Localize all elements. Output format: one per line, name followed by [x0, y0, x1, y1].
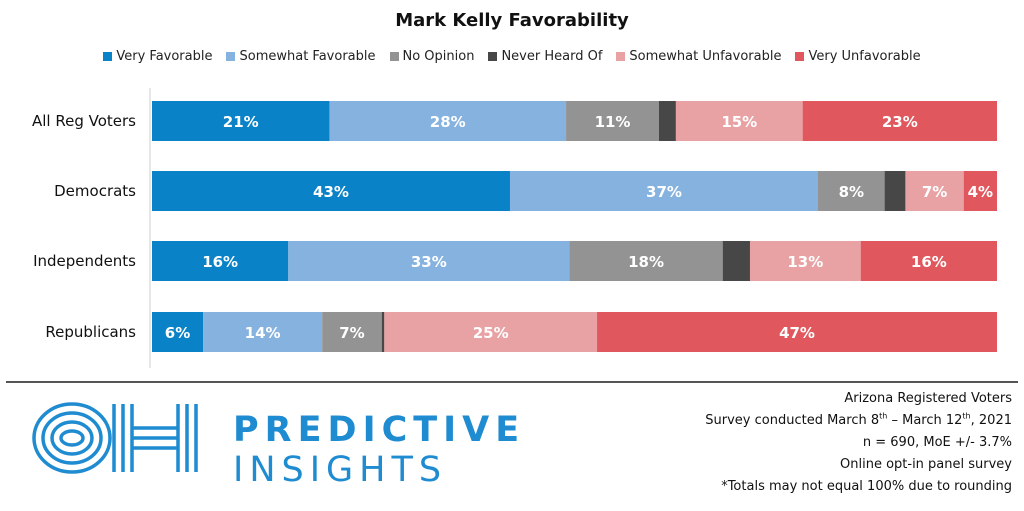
legend-item-very-favorable: Very Favorable — [103, 49, 212, 64]
data-label: 43% — [313, 183, 349, 201]
bar-segment — [152, 171, 510, 211]
notes-disclaimer: *Totals may not equal 100% due to roundi… — [721, 479, 1012, 494]
oh-logo-icon — [32, 402, 198, 474]
legend-swatch — [226, 52, 236, 61]
category-label: All Reg Voters — [32, 112, 136, 130]
data-label: 8% — [839, 183, 864, 201]
legend-label: Somewhat Unfavorable — [629, 49, 782, 64]
bar-segment — [802, 101, 997, 141]
legend-item-somewhat-favorable: Somewhat Favorable — [226, 49, 376, 64]
bar-segment — [884, 171, 906, 211]
data-label: 11% — [595, 113, 631, 131]
data-label: 37% — [646, 183, 682, 201]
legend-swatch — [488, 52, 498, 61]
legend-swatch — [616, 52, 626, 61]
bar-segment — [509, 171, 819, 211]
legend-label: Very Unfavorable — [808, 49, 921, 64]
legend-item-no-opinion: No Opinion — [389, 49, 475, 64]
bar-segment — [288, 241, 570, 281]
legend-label: Somewhat Favorable — [239, 49, 376, 64]
legend-label: No Opinion — [402, 49, 475, 64]
data-label: 13% — [787, 253, 823, 271]
bar-segment — [384, 312, 598, 352]
data-label: 33% — [411, 253, 447, 271]
notes-population: Arizona Registered Voters — [844, 391, 1012, 406]
bar-segment — [659, 101, 676, 141]
bar-segment — [860, 241, 997, 281]
data-label: 16% — [911, 253, 947, 271]
chart-legend: Very Favorable Somewhat Favorable No Opini… — [0, 49, 1024, 64]
bar-segment — [152, 101, 330, 141]
legend-swatch — [795, 52, 805, 61]
legend-item-somewhat-unfavorable: Somewhat Unfavorable — [616, 49, 781, 64]
bar-segment — [905, 171, 964, 211]
bar-segment — [675, 101, 803, 141]
category-label: Independents — [33, 252, 136, 270]
survey-notes: Arizona Registered Voters Survey conduct… — [705, 388, 1012, 498]
data-label: 47% — [779, 324, 815, 342]
bar-segment — [818, 171, 885, 211]
data-label: 7% — [339, 324, 364, 342]
legend-label: Very Favorable — [116, 49, 213, 64]
legend-label: Never Heard Of — [501, 49, 603, 64]
legend-swatch — [103, 52, 113, 61]
stacked-bar-chart: All Reg Voters 21% 28% 11% 15% 23% Democrats 43… — [32, 88, 997, 368]
data-label: 7% — [922, 183, 947, 201]
data-label: 4% — [968, 183, 993, 201]
legend-swatch — [389, 52, 399, 61]
legend-item-very-unfavorable: Very Unfavorable — [795, 49, 921, 64]
bar-segment — [152, 241, 289, 281]
brand-line1: PREDICTIVE — [233, 410, 526, 450]
chart-title: Mark Kelly Favorability — [395, 10, 629, 31]
bar-segment — [749, 241, 861, 281]
footer-divider — [6, 381, 1018, 383]
data-label: 18% — [628, 253, 664, 271]
bar-segment — [203, 312, 323, 352]
bar-segment — [963, 171, 997, 211]
notes-method: Online opt-in panel survey — [840, 457, 1012, 472]
notes-sample: n = 690, MoE +/- 3.7% — [862, 435, 1012, 450]
data-label: 6% — [165, 324, 190, 342]
category-label: Democrats — [54, 182, 136, 200]
bar-segment — [381, 312, 385, 352]
data-label: 21% — [223, 113, 259, 131]
data-label: 25% — [473, 324, 509, 342]
bar-segment — [566, 101, 659, 141]
data-label: 15% — [721, 113, 757, 131]
category-label: Republicans — [45, 323, 136, 341]
brand-line2: INSIGHTS — [233, 450, 448, 490]
bar-segment — [597, 312, 997, 352]
legend-item-never-heard-of: Never Heard Of — [488, 49, 602, 64]
bar-segment — [322, 312, 382, 352]
data-label: 28% — [430, 113, 466, 131]
data-label: 16% — [202, 253, 238, 271]
brand-name: PREDICTIVE INSIGHTS — [233, 410, 525, 490]
bar-segment — [152, 312, 204, 352]
data-label: 23% — [882, 113, 918, 131]
bar-segment — [329, 101, 567, 141]
bar-segment — [722, 241, 750, 281]
notes-dates: Survey conducted March 8th – March 12th,… — [705, 411, 1012, 428]
bar-segment — [569, 241, 723, 281]
data-label: 14% — [245, 324, 281, 342]
